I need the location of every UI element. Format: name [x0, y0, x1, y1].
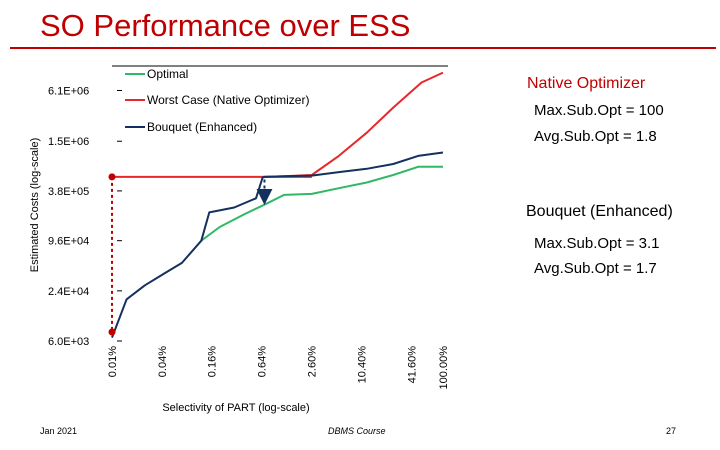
- bouquet-series-line: [111, 151, 444, 338]
- y-tick-label: 2.4E+04: [48, 286, 89, 298]
- bouquet-avg-subopt: Avg.Sub.Opt = 1.7: [534, 260, 657, 277]
- legend-bouquet-label: Bouquet (Enhanced): [147, 120, 257, 134]
- bouquet-heading: Bouquet (Enhanced): [526, 203, 673, 220]
- y-tick-label: 6.0E+03: [48, 336, 89, 348]
- footer-course: DBMS Course: [328, 426, 386, 436]
- x-tick-label: 2.60%: [306, 346, 318, 377]
- x-tick-label: 0.01%: [107, 346, 119, 377]
- optimal-series-line: [200, 165, 443, 242]
- native-avg-subopt: Avg.Sub.Opt = 1.8: [534, 128, 657, 145]
- x-tick-label: 10.40%: [357, 346, 369, 384]
- title-rule: [10, 47, 716, 49]
- footer-date: Jan 2021: [40, 426, 78, 436]
- y-axis-title: Estimated Costs (log-scale): [29, 138, 41, 273]
- x-tick-label: 0.64%: [256, 346, 268, 377]
- y-tick-label: 3.8E+05: [48, 186, 89, 198]
- page-number: 27: [666, 426, 677, 436]
- x-axis-title: Selectivity of PART (log-scale): [162, 402, 309, 414]
- y-tick-label: 9.6E+04: [48, 236, 89, 248]
- worst-case-series-line: [262, 71, 444, 178]
- x-tick-label: 100.00%: [438, 346, 450, 390]
- x-tick-label: 0.16%: [207, 346, 219, 377]
- legend-worst-case-label: Worst Case (Native Optimizer): [147, 93, 309, 107]
- y-tick-label: 1.5E+06: [48, 136, 89, 148]
- native-optimizer-heading: Native Optimizer: [527, 75, 646, 92]
- bouquet-max-subopt: Max.Sub.Opt = 3.1: [534, 235, 660, 252]
- native-max-subopt: Max.Sub.Opt = 100: [534, 102, 664, 119]
- worst-drop-start-marker: [108, 173, 116, 181]
- legend-optimal-label: Optimal: [147, 67, 188, 81]
- worst-drop-end-marker: [108, 328, 116, 336]
- x-tick-label: 0.04%: [157, 346, 169, 377]
- y-tick-label: 6.1E+06: [48, 85, 89, 97]
- slide-title: SO Performance over ESS: [40, 8, 411, 43]
- x-tick-label: 41.60%: [406, 346, 418, 384]
